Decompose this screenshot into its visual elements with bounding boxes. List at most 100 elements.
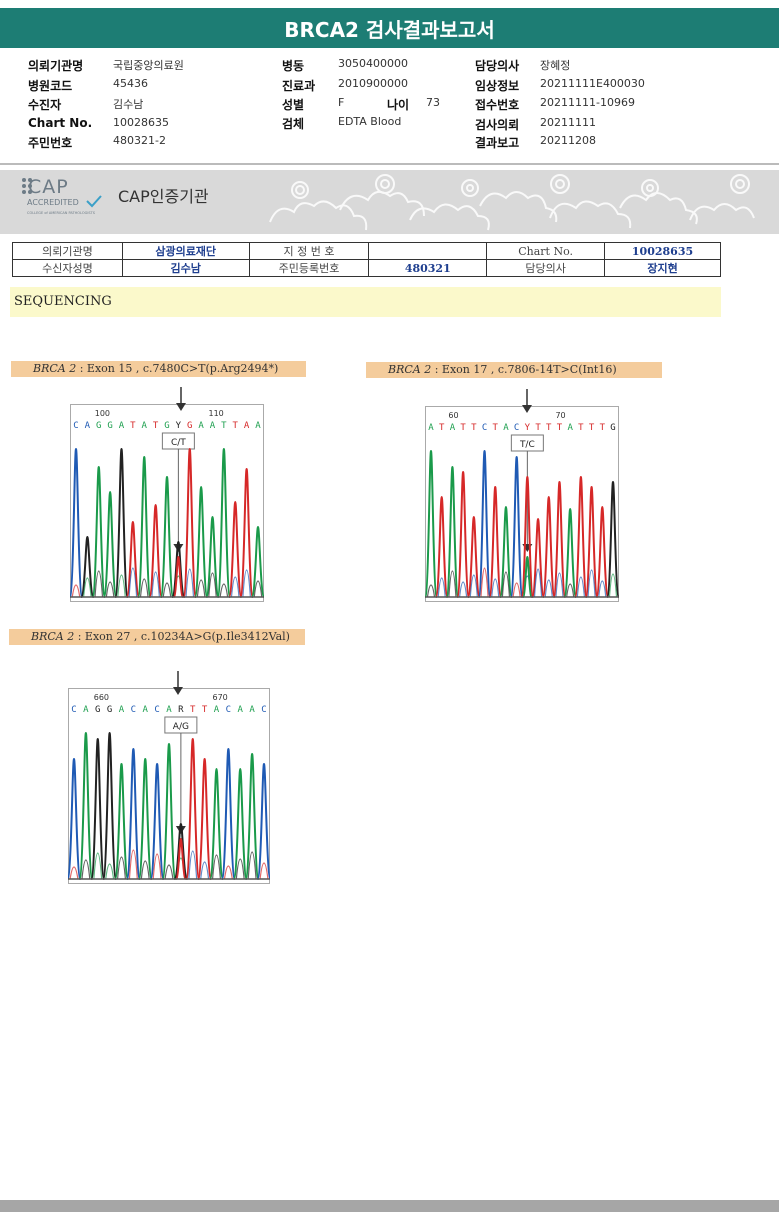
table-cell: 의뢰기관명 bbox=[12, 242, 123, 260]
base-letter: Y bbox=[176, 421, 182, 431]
trace-background-peak bbox=[598, 580, 607, 598]
trace-background-peak bbox=[94, 570, 104, 598]
trace-background-peak bbox=[437, 577, 446, 598]
trace-peak bbox=[197, 757, 213, 880]
trace-peak bbox=[228, 500, 243, 598]
trace-background-peak bbox=[242, 569, 251, 598]
patient-info-table: 의뢰기관명 삼광의료재단 지 정 번 호 Chart No. 10028635 … bbox=[12, 242, 721, 277]
table-cell: 김수남 bbox=[121, 259, 250, 277]
trace-background-peak bbox=[164, 864, 174, 880]
base-letter: T bbox=[471, 423, 477, 433]
cloud-pattern-decoration bbox=[269, 174, 755, 231]
base-letter: T bbox=[557, 423, 563, 433]
trace-background-peak bbox=[501, 571, 511, 598]
label-ward: 병동 bbox=[282, 59, 305, 73]
base-letter: G bbox=[96, 421, 101, 431]
table-row: 수신자성명 김수남 주민등록번호 480321 담당의사 장지현 bbox=[12, 259, 721, 277]
trace-background-peak bbox=[448, 570, 457, 598]
value-ward: 3050400000 bbox=[338, 57, 408, 70]
base-letter: R bbox=[178, 705, 184, 715]
base-letter: T bbox=[439, 423, 445, 433]
base-letter: T bbox=[460, 423, 466, 433]
trace-peak bbox=[584, 485, 599, 598]
trace-background-peak bbox=[533, 568, 543, 598]
base-letter: A bbox=[238, 705, 244, 715]
label-report-date: 결과보고 bbox=[475, 136, 520, 150]
trace-peak bbox=[250, 525, 264, 598]
value-chart-no: 10028635 bbox=[113, 116, 169, 129]
label-requesting-institution: 의뢰기관명 bbox=[28, 59, 84, 73]
footer-bar bbox=[0, 1200, 779, 1212]
trace-background-peak bbox=[185, 568, 195, 598]
trace-peak bbox=[606, 480, 619, 598]
trace-peak bbox=[216, 447, 232, 598]
trace-peak bbox=[574, 475, 588, 598]
trace-background-peak bbox=[219, 583, 229, 598]
trace-background-peak bbox=[162, 582, 172, 598]
trace-peak bbox=[80, 535, 95, 598]
trace-background-peak bbox=[83, 577, 92, 598]
label-request-date: 검사의뢰 bbox=[475, 118, 520, 132]
table-cell: 수신자성명 bbox=[12, 259, 123, 277]
base-letter: C bbox=[71, 705, 76, 715]
position-end: 670 bbox=[213, 693, 228, 702]
variant-detail: : Exon 27 , c.10234A>G(p.Ile3412Val) bbox=[74, 630, 290, 643]
trace-background-peak bbox=[71, 584, 81, 598]
trace-peak bbox=[102, 731, 118, 880]
trace-background-peak bbox=[512, 582, 521, 598]
variant-detail: : Exon 17 , c.7806-14T>C(Int16) bbox=[431, 363, 617, 376]
trace-peak bbox=[205, 515, 220, 598]
trace-background-peak bbox=[544, 579, 553, 598]
base-letter: C bbox=[131, 705, 136, 715]
trace-peak bbox=[531, 517, 545, 598]
trace-peak bbox=[113, 762, 130, 880]
cap-logo: CAP bbox=[28, 176, 69, 198]
base-letter: A bbox=[255, 421, 261, 431]
trace-peak bbox=[208, 767, 225, 880]
base-letter: Y bbox=[525, 423, 531, 433]
trace-background-peak bbox=[140, 860, 150, 880]
trace-peak bbox=[509, 455, 524, 598]
trace-peak bbox=[193, 485, 209, 598]
position-start: 100 bbox=[95, 409, 110, 418]
trace-peak bbox=[239, 467, 254, 598]
variant-label-3: BRCA 2 : Exon 27 , c.10234A>G(p.Ile3412V… bbox=[9, 629, 305, 645]
base-letter: G bbox=[164, 421, 169, 431]
table-cell: 480321 bbox=[368, 259, 488, 277]
trace-peak bbox=[445, 465, 460, 598]
base-letter: T bbox=[535, 423, 541, 433]
sequencing-band bbox=[10, 287, 721, 317]
base-letter: T bbox=[600, 423, 606, 433]
genotype-call: T/C bbox=[519, 440, 535, 450]
value-clinical-info: 20211111E400030 bbox=[540, 77, 645, 90]
trace-peak bbox=[125, 747, 141, 880]
value-patient-name: 김수남 bbox=[113, 98, 144, 111]
cap-dots-icon bbox=[22, 178, 32, 194]
trace-peak bbox=[68, 757, 82, 880]
base-letter: A bbox=[503, 423, 509, 433]
trace-peak bbox=[161, 742, 177, 880]
value-accession-number: 20211111-10969 bbox=[540, 96, 635, 109]
trace-peak bbox=[173, 822, 189, 880]
trace-peak bbox=[595, 505, 610, 598]
checkmark-icon bbox=[86, 195, 102, 208]
table-cell: 담당의사 bbox=[486, 259, 606, 277]
trace-peak bbox=[541, 495, 556, 598]
base-letter: C bbox=[514, 423, 519, 433]
trace-peak bbox=[256, 762, 270, 880]
trace-peak bbox=[148, 503, 163, 598]
trace-background-peak bbox=[151, 571, 160, 598]
table-cell: 주민등록번호 bbox=[248, 259, 370, 277]
base-letter: T bbox=[546, 423, 552, 433]
label-patient-name: 수진자 bbox=[28, 98, 62, 112]
value-specimen: EDTA Blood bbox=[338, 115, 402, 128]
trace-peak bbox=[114, 447, 129, 598]
base-letter: A bbox=[567, 423, 573, 433]
trace-background-peak bbox=[426, 584, 436, 598]
label-department: 진료과 bbox=[282, 79, 316, 93]
label-specimen: 검체 bbox=[282, 117, 305, 131]
base-letter: T bbox=[130, 421, 136, 431]
trace-peak bbox=[232, 767, 248, 880]
trace-background-peak bbox=[105, 863, 115, 880]
